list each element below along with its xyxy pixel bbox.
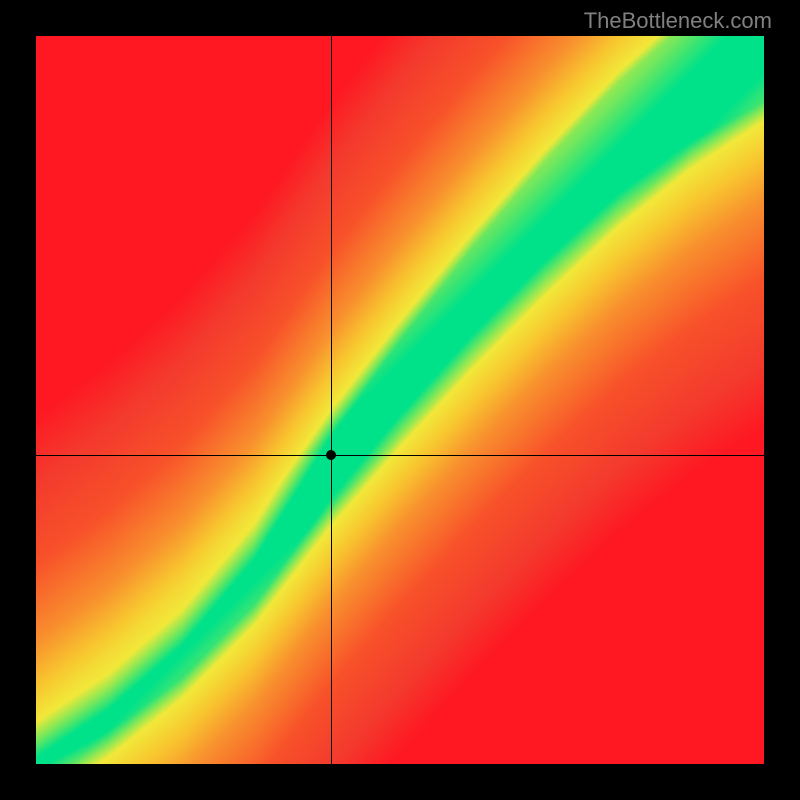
crosshair-horizontal	[36, 455, 764, 456]
heatmap-canvas	[36, 36, 764, 764]
selection-marker	[326, 450, 336, 460]
watermark-text: TheBottleneck.com	[584, 8, 772, 34]
bottleneck-heatmap	[36, 36, 764, 764]
crosshair-vertical	[331, 36, 332, 764]
